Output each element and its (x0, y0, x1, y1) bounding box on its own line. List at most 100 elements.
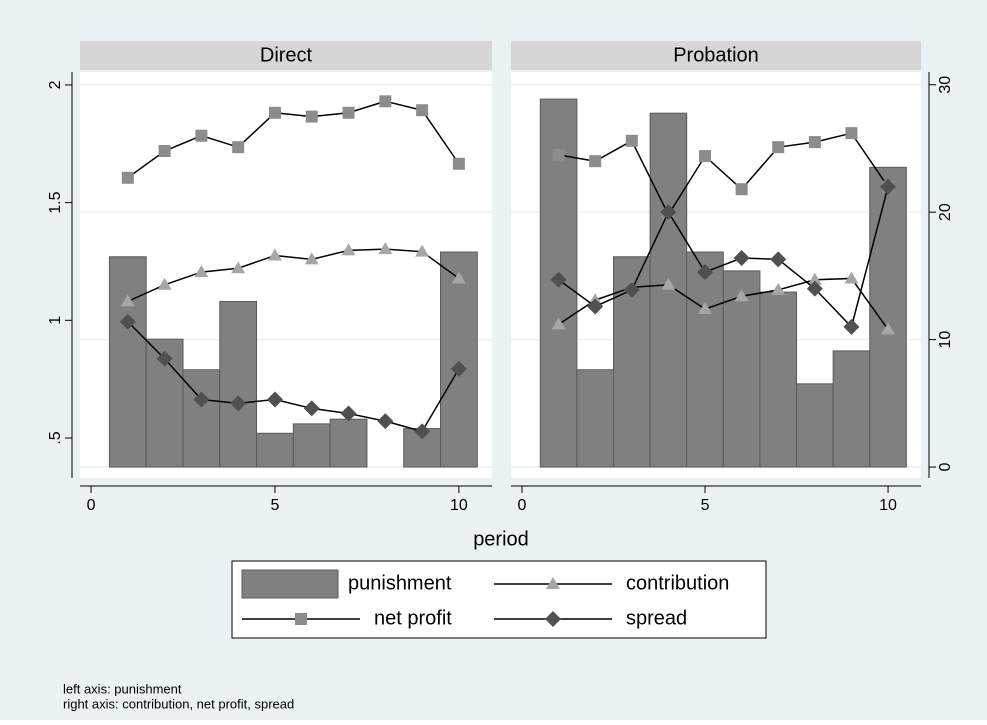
bar (440, 251, 478, 468)
marker-triangle (807, 272, 822, 285)
marker-diamond (545, 611, 561, 627)
note: left axis: punishment (63, 681, 182, 696)
marker-diamond (340, 405, 357, 422)
panel-header (80, 41, 492, 70)
bar (832, 350, 871, 468)
marker-triangle (194, 265, 209, 278)
y-tick-label: 2 (47, 80, 64, 89)
line (127, 321, 460, 433)
marker-diamond (623, 281, 640, 298)
marker-square (121, 171, 134, 184)
marker-triangle (231, 261, 246, 274)
legend-label: punishment (348, 572, 452, 594)
marker-square (232, 141, 245, 154)
legend-label: contribution (626, 572, 729, 594)
marker-triangle (844, 271, 859, 284)
marker-diamond (880, 178, 897, 195)
bar (686, 251, 724, 468)
marker-triangle (546, 577, 560, 589)
legend-label: net profit (374, 607, 452, 629)
x-tick-label: 10 (879, 497, 897, 514)
marker-triangle (378, 242, 393, 255)
marker-triangle (551, 317, 566, 330)
marker-square (808, 136, 821, 149)
marker-square (589, 155, 602, 168)
marker-triangle (451, 271, 466, 284)
marker-square (699, 150, 712, 163)
y2-tick-label: 20 (937, 203, 954, 221)
marker-square (772, 141, 785, 154)
marker-square (552, 148, 565, 161)
line (127, 100, 460, 179)
marker-diamond (587, 298, 604, 315)
marker-square (735, 183, 748, 196)
marker-triangle (157, 277, 172, 290)
x-tick-label: 5 (701, 497, 710, 514)
panel-header (511, 41, 921, 70)
note: right axis: contribution, net profit, sp… (63, 696, 294, 711)
y-tick-label: 1.5 (47, 191, 64, 213)
marker-square (342, 106, 355, 119)
y2-tick-label: 30 (937, 76, 954, 94)
line (558, 186, 889, 329)
marker-triangle (120, 294, 135, 307)
x-tick-label: 5 (271, 497, 280, 514)
marker-diamond (193, 391, 210, 408)
bar (219, 300, 258, 468)
bar (796, 383, 834, 468)
marker-square (416, 104, 429, 117)
bar (869, 166, 907, 468)
line (127, 248, 460, 303)
bar (108, 256, 147, 468)
marker-square (295, 613, 307, 625)
marker-diamond (119, 313, 136, 330)
y2-tick-label: 10 (937, 331, 954, 349)
marker-square (379, 95, 392, 108)
marker-square (305, 110, 318, 123)
marker-triangle (734, 289, 749, 302)
marker-triangle (341, 243, 356, 256)
marker-triangle (415, 244, 430, 257)
legend-label: spread (626, 607, 687, 629)
marker-triangle (304, 252, 319, 265)
x-tick-label: 0 (87, 497, 96, 514)
marker-diamond (230, 395, 247, 412)
x-tick-label: 0 (518, 497, 527, 514)
line (558, 277, 889, 330)
marker-diamond (843, 318, 860, 335)
bar (256, 432, 294, 468)
y-tick-label: 1 (47, 316, 64, 325)
marker-square (158, 145, 171, 158)
panel-title: Direct (260, 44, 313, 66)
marker-diamond (697, 264, 714, 281)
line (558, 132, 889, 217)
marker-diamond (733, 250, 750, 267)
marker-diamond (303, 400, 320, 417)
marker-triangle (661, 277, 676, 290)
marker-diamond (266, 391, 283, 408)
y2-tick-label: 0 (937, 462, 954, 471)
marker-diamond (414, 423, 431, 440)
marker-square (845, 127, 858, 140)
bar (649, 112, 688, 468)
marker-diamond (770, 251, 787, 268)
marker-triangle (881, 322, 896, 335)
marker-diamond (806, 280, 823, 297)
bar (145, 338, 184, 468)
marker-diamond (377, 413, 394, 430)
bar (759, 291, 798, 468)
marker-square (268, 106, 281, 119)
marker-triangle (771, 282, 786, 295)
marker-diamond (550, 271, 567, 288)
marker-diamond (156, 350, 173, 367)
marker-square (195, 129, 208, 142)
bar (292, 423, 331, 468)
marker-diamond (450, 360, 467, 377)
bar (576, 369, 615, 468)
panel-title: Probation (673, 44, 759, 66)
y-tick-label: .5 (47, 431, 64, 444)
x-tick-label: 10 (450, 497, 468, 514)
x-axis-label: period (473, 528, 529, 550)
bar (329, 418, 368, 468)
